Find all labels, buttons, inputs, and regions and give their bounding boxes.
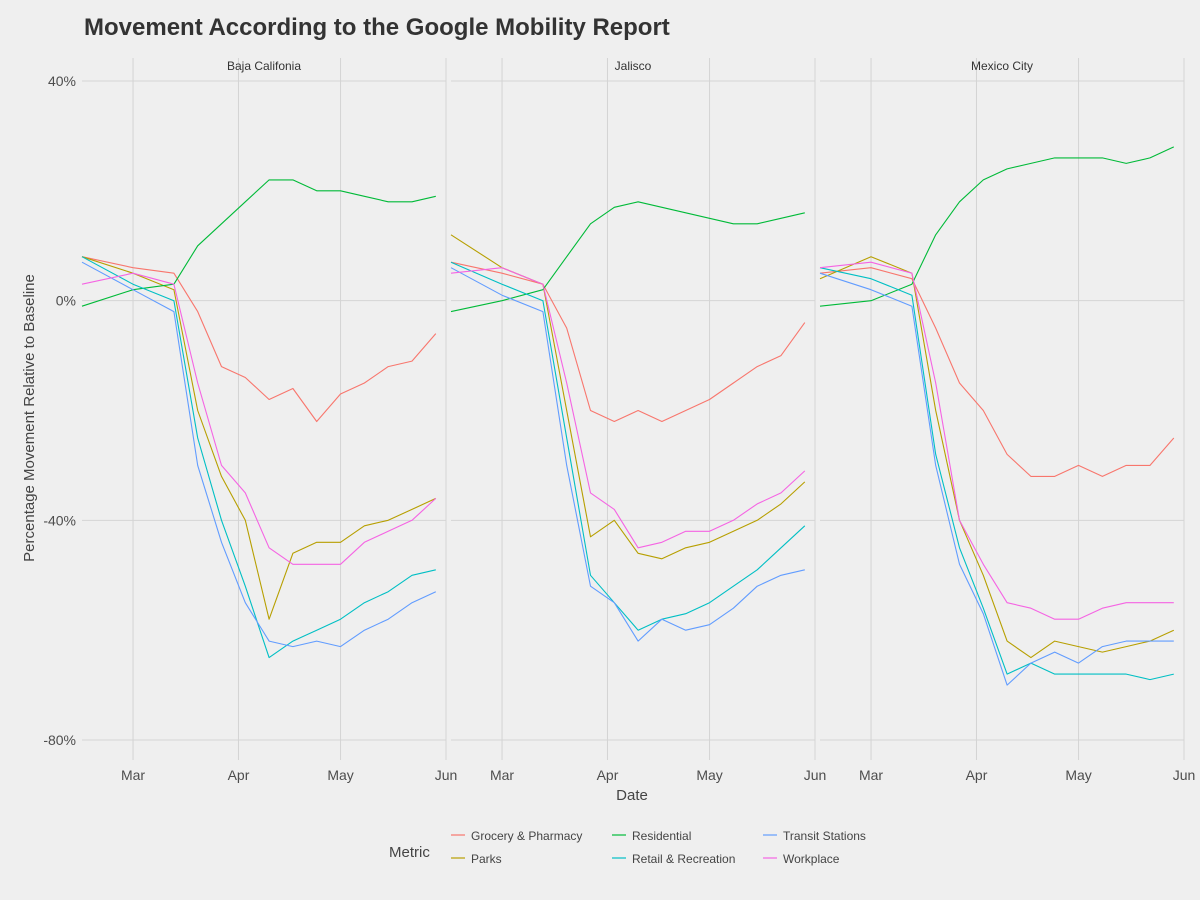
legend-label: Retail & Recreation [632, 852, 735, 866]
y-tick-label: -80% [43, 732, 76, 748]
series-line [450, 267, 806, 549]
series-line [819, 261, 1174, 620]
x-tick-label: Jun [435, 767, 458, 783]
legend-label: Transit Stations [783, 829, 866, 843]
series-line [819, 272, 1174, 686]
facet-strip-label: Mexico City [971, 59, 1033, 73]
series-line [450, 267, 805, 642]
series-line [450, 234, 806, 560]
series-line [81, 256, 436, 659]
series-line [450, 261, 806, 423]
x-axis-label: Date [616, 787, 648, 804]
x-tick-label: Jun [804, 767, 827, 783]
facet-strip-label: Jalisco [615, 59, 652, 73]
series-line [450, 201, 805, 313]
x-tick-label: Mar [490, 767, 514, 783]
series-line [81, 272, 437, 565]
text-layer: Mar Apr May Jun Baja Califonia Mar Apr May Jun Ja… [43, 59, 1195, 783]
chart-title: Movement According to the Google Mobilit… [84, 14, 670, 41]
series-line [450, 261, 806, 631]
series-line [81, 261, 437, 648]
y-tick-label: 0% [56, 293, 76, 309]
legend-label: Grocery & Pharmacy [471, 829, 582, 843]
legend: Metric Grocery & Pharmacy Parks Residentia… [389, 829, 866, 866]
series-line [819, 267, 1175, 477]
series-line [819, 256, 1175, 659]
y-tick-label: -40% [43, 512, 76, 528]
legend-label: Workplace [783, 852, 840, 866]
legend-title: Metric [389, 844, 430, 861]
x-tick-label: May [696, 767, 722, 783]
x-tick-label: Jun [1173, 767, 1196, 783]
series-line [819, 146, 1175, 307]
x-tick-label: Mar [859, 767, 883, 783]
legend-label: Parks [471, 852, 502, 866]
grid-layer [82, 58, 1185, 760]
x-tick-label: Apr [966, 767, 988, 783]
legend-label: Residential [632, 829, 691, 843]
x-tick-label: May [1065, 767, 1091, 783]
y-tick-label: 40% [48, 73, 76, 89]
x-tick-label: May [327, 767, 353, 783]
facet-strip-label: Baja Califonia [227, 59, 301, 73]
series-line [81, 256, 437, 423]
series-line [819, 267, 1174, 681]
y-axis-label: Percentage Movement Relative to Baseline [21, 274, 38, 562]
x-tick-label: Apr [597, 767, 619, 783]
x-tick-label: Mar [121, 767, 145, 783]
x-tick-label: Apr [228, 767, 250, 783]
lines-layer [81, 146, 1175, 686]
legend-items: Grocery & Pharmacy Parks Residential Retail… [451, 829, 866, 866]
series-line [81, 179, 436, 307]
series-line [81, 256, 437, 620]
